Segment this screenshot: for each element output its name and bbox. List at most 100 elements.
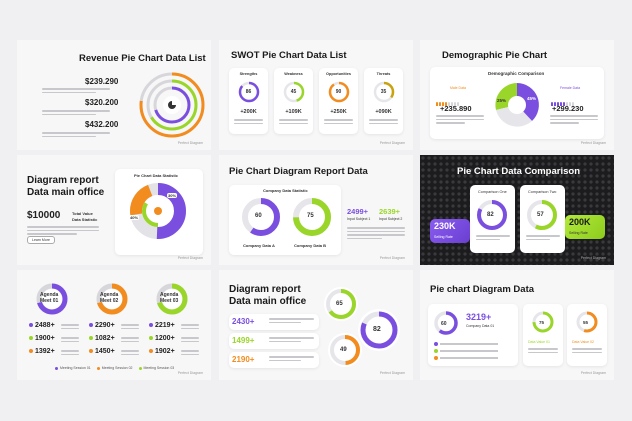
main-data-donut [434, 311, 458, 335]
swot-card-pct: 35 [380, 89, 387, 95]
agenda-column: Agenda Meet 01 2488+ 1900+ 1392+ [27, 278, 83, 373]
agenda-donut [96, 283, 128, 315]
slide-agenda-meets[interactable]: Agenda Meet 01 2488+ 1900+ 1392+ Agenda Mee… [17, 270, 211, 380]
text-lines [42, 88, 110, 95]
swot-card: Opportunities 90 +250K [319, 68, 358, 134]
company-b-pct: 75 [307, 213, 314, 219]
slide-revenue-pie[interactable]: Revenue Pie Chart Data List $239.290 $32… [17, 40, 211, 150]
ring-inner [153, 86, 191, 124]
donut-fill [96, 283, 128, 315]
donut-fill [373, 81, 395, 103]
donut-orange [130, 183, 186, 239]
agenda-stat-row: 1082+ [89, 335, 115, 342]
text-lines [347, 227, 405, 241]
text-lines [61, 350, 79, 357]
company-a-label: Company Data A [243, 243, 275, 248]
text-lines [324, 119, 353, 126]
bubble-donut-1 [324, 287, 358, 321]
agenda-legend: Meeting Session 01 Meeting Session 02 Meet… [55, 366, 180, 370]
slide-pie-comparison[interactable]: Pie Chart Data Comparison Comparison One… [420, 155, 614, 265]
swot-card-pct: 45 [290, 89, 297, 95]
agenda-label-1: Agenda [100, 292, 119, 298]
slide-title: Revenue Pie Chart Data List [79, 53, 206, 64]
donut-fill [477, 200, 507, 230]
slide-title-line-2: Data main office [229, 296, 307, 307]
data-value-2-pct: 55 [583, 320, 589, 325]
data-value-1-label: Data Value 01 [528, 340, 550, 344]
comparison-two-value-badge [565, 215, 605, 239]
slide-footer: Perfect Diagram [379, 256, 405, 260]
stat-value-1: 2430+ [232, 317, 255, 326]
text-lines [181, 337, 199, 344]
male-value: +235.890 [440, 104, 472, 113]
slide-diagram-report[interactable]: Diagram report Data main office $10000 T… [17, 155, 211, 265]
demographic-subtitle: Demographic Comparison [488, 71, 545, 76]
comparison-one-label: Comparison One [478, 190, 507, 194]
text-lines [181, 350, 199, 357]
text-lines [369, 119, 398, 126]
bullet-orange [434, 356, 438, 360]
pie-icon [168, 101, 176, 109]
agenda-stat-dot [89, 323, 93, 328]
text-lines [528, 348, 558, 355]
slide-title-line-2: Data main office [27, 187, 105, 198]
female-label: Female Data [560, 86, 581, 90]
swot-card-donut [328, 81, 350, 103]
bubble-donut-3 [328, 333, 362, 367]
pie-hole [508, 96, 526, 114]
slide-title: Pie chart Diagram Data [430, 284, 535, 295]
ring-mid [146, 79, 198, 131]
swot-card-label: Weakness [284, 72, 303, 76]
donut-center [102, 289, 122, 309]
comparison-two-pct: 57 [537, 212, 544, 218]
slide-pie-diagram-report[interactable]: Pie Chart Diagram Report Data Company Da… [219, 155, 413, 265]
revenue-value-3: $432.200 [85, 120, 119, 129]
text-lines [279, 119, 308, 126]
text-lines [42, 110, 110, 117]
comparison-one-value-badge [430, 219, 470, 243]
slide-diagram-report-2[interactable]: Diagram report Data main office 2430+ 14… [219, 270, 413, 380]
agenda-stat-dot [149, 349, 153, 354]
main-data-pct: 60 [441, 321, 447, 327]
subject-1-label: Input Subject 1 [347, 217, 371, 221]
agenda-stat-dot [29, 336, 33, 341]
donut-fill [434, 311, 458, 335]
agenda-label-2: Meet 01 [40, 298, 59, 304]
slide-pie-diagram-data[interactable]: Pie chart Diagram Data 60 3219+ Company … [420, 270, 614, 380]
text-lines [572, 348, 602, 355]
comparison-one-value: 230K [434, 221, 456, 231]
pie-slice-female [517, 83, 539, 121]
donut-fill [156, 283, 188, 315]
female-people-icons [551, 93, 575, 111]
bullet-purple [434, 342, 438, 346]
donut-center [162, 289, 182, 309]
agenda-stat-dot [149, 336, 153, 341]
slide-swot-pie[interactable]: SWOT Pie Chart Data List Strengths 86 +2… [219, 40, 413, 150]
comparison-two-card [520, 185, 565, 253]
company-b-donut [293, 198, 331, 236]
male-people-icons [436, 93, 460, 111]
agenda-label-2: Meet 03 [160, 298, 179, 304]
slide-footer: Perfect Diagram [580, 256, 606, 260]
donut-fill [293, 198, 331, 236]
donut-fill [360, 311, 398, 349]
text-lines [61, 324, 79, 331]
comparison-two-sub: Selling Rate [569, 231, 588, 235]
agenda-stat-value: 1450+ [95, 348, 115, 355]
agenda-stat-dot [29, 323, 33, 328]
learn-more-button[interactable]: Learn More [27, 236, 55, 244]
donut-fill [576, 311, 598, 333]
comparison-two-donut [527, 200, 557, 230]
swot-card-value: +250K [330, 109, 347, 115]
slide-demographic-pie[interactable]: Demographic Pie Chart Demographic Compar… [420, 40, 614, 150]
text-lines [121, 350, 139, 357]
text-lines [121, 337, 139, 344]
agenda-stat-row: 2290+ [89, 322, 115, 329]
pie-stat-donut [130, 183, 186, 239]
agenda-legend-item: Meeting Session 02 [96, 366, 133, 370]
agenda-column: Agenda Meet 03 2219+ 1200+ 1902+ [147, 278, 203, 373]
slide-footer: Perfect Diagram [379, 141, 405, 145]
swot-card-label: Threats [376, 72, 391, 76]
slide-title: Demographic Pie Chart [442, 50, 548, 61]
agenda-donut [156, 283, 188, 315]
